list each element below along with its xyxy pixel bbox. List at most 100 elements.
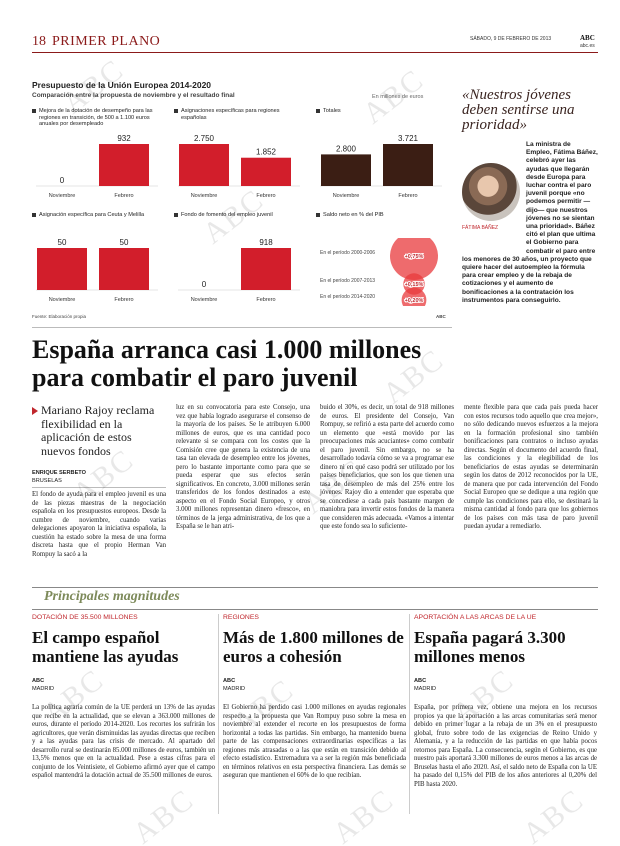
infographic-rule bbox=[32, 327, 452, 328]
value-label: +0,15% bbox=[405, 282, 424, 288]
credit: ABC bbox=[436, 314, 446, 319]
chart-panel: Asignación específica para Ceuta y Melil… bbox=[32, 212, 164, 312]
url: abc.es bbox=[580, 43, 595, 49]
source: Fuente: Elaboración propia bbox=[32, 314, 87, 319]
story-body: La política agraria común de la UE perde… bbox=[32, 704, 215, 779]
sidebar: «Nuestros jóvenes deben sentirse una pri… bbox=[462, 88, 598, 305]
location: BRUSELAS bbox=[32, 478, 62, 484]
chart-panel: Totales 2.800 Noviembre 3.721 Febrero bbox=[316, 108, 448, 208]
chart-title: Totales bbox=[316, 108, 448, 134]
location: MADRID bbox=[32, 686, 55, 692]
chart-title: Asignaciones específicas para regiones e… bbox=[174, 108, 306, 134]
story-headline: España pagará 3.300 millones menos bbox=[414, 628, 566, 666]
bar bbox=[383, 144, 433, 186]
value-label: 3.721 bbox=[398, 134, 419, 143]
category-label: Noviembre bbox=[191, 193, 218, 199]
chart: 0 Noviembre 918 Febrero bbox=[178, 238, 300, 303]
brand: ABC bbox=[580, 34, 595, 42]
watermark: ABC bbox=[326, 782, 401, 846]
value-label: 918 bbox=[259, 238, 273, 247]
section-rule bbox=[32, 587, 598, 588]
watermark: ABC bbox=[516, 782, 591, 846]
column-rule bbox=[218, 614, 219, 814]
chart: 50 Noviembre 50 Febrero bbox=[36, 238, 158, 303]
chart: 2.800 Noviembre 3.721 Febrero bbox=[320, 134, 442, 199]
sidebar-quote: «Nuestros jóvenes deben sentirse una pri… bbox=[462, 87, 575, 133]
story-body: El Gobierno ha perdido casi 1.000 millon… bbox=[223, 704, 406, 779]
infographic: Presupuesto de la Unión Europea 2014-202… bbox=[32, 80, 452, 325]
category-label: Febrero bbox=[398, 193, 417, 199]
story-headline: El campo español mantiene las ayudas bbox=[32, 628, 179, 666]
bar bbox=[99, 248, 149, 290]
location: MADRID bbox=[414, 686, 437, 692]
category-label: Febrero bbox=[114, 193, 133, 199]
infographic-subtitle: Comparación entre la propuesta de noviem… bbox=[32, 92, 235, 99]
category-label: Noviembre bbox=[191, 297, 218, 303]
bar bbox=[321, 154, 371, 186]
chart: En el período 2000-2006 +0,75% En el perío… bbox=[320, 232, 438, 313]
deck-block: Mariano Rajoy reclama flexibilidad en la… bbox=[32, 403, 166, 458]
section-heading: Principales magnitudes bbox=[44, 589, 180, 604]
value-label: +0,75% bbox=[405, 254, 424, 260]
category-label: Noviembre bbox=[333, 193, 360, 199]
article-column: buido el 30%, es decir, un total de 918 … bbox=[320, 404, 454, 530]
sidebar-text: La ministra de Empleo, Fátima Báñez, cel… bbox=[462, 141, 598, 304]
bar bbox=[37, 248, 87, 290]
deck-marker bbox=[32, 407, 38, 415]
kicker: REGIONES bbox=[223, 614, 259, 621]
infographic-title: Presupuesto de la Unión Europea 2014-202… bbox=[32, 80, 212, 90]
watermark: ABC bbox=[126, 782, 201, 846]
bar bbox=[241, 157, 291, 186]
category-label: En el período 2000-2006 bbox=[320, 250, 375, 256]
bar bbox=[179, 144, 229, 186]
category-label: Noviembre bbox=[49, 193, 76, 199]
chart: 0 Noviembre 932 Febrero bbox=[36, 134, 158, 199]
story-headline: Más de 1.800 millones de euros a cohesió… bbox=[223, 628, 404, 666]
chart: 2.750 Noviembre 1.852 Febrero bbox=[178, 134, 300, 199]
category-label: Febrero bbox=[114, 297, 133, 303]
chart-panel: Mejora de la dotación de desempeño para … bbox=[32, 108, 164, 208]
chart-panel: Asignaciones específicas para regiones e… bbox=[174, 108, 306, 208]
date: SÁBADO, 9 DE FEBRERO DE 2013 bbox=[470, 36, 552, 42]
category-label: En el período 2007-2013 bbox=[320, 278, 375, 284]
value-label: 2.750 bbox=[194, 134, 215, 143]
article-column: mente flexible para que cada país pueda … bbox=[464, 404, 598, 530]
bar bbox=[99, 144, 149, 186]
value-label: +0,20% bbox=[405, 298, 424, 304]
deck: Mariano Rajoy reclama flexibilidad en la… bbox=[41, 403, 155, 458]
value-label: 0 bbox=[60, 176, 65, 185]
category-label: En el período 2014-2020 bbox=[320, 294, 375, 300]
value-label: 1.852 bbox=[256, 148, 277, 157]
photo bbox=[462, 163, 520, 221]
section-name: PRIMER PLANO bbox=[52, 34, 161, 49]
chart-title: Fondo de fomento del empleo juvenil bbox=[174, 212, 306, 238]
bubble bbox=[390, 232, 438, 280]
kicker: APORTACIÓN A LAS ARCAS DE LA UE bbox=[414, 614, 537, 621]
chart-panel: Saldo neto en % del PIB En el período 200… bbox=[316, 212, 448, 313]
unit-note: En millones de euros bbox=[372, 94, 424, 100]
story-body: España, por primera vez, obtiene una mej… bbox=[414, 704, 597, 788]
value-label: 50 bbox=[120, 238, 129, 247]
chart-title: Mejora de la dotación de desempeño para … bbox=[32, 108, 164, 134]
category-label: Noviembre bbox=[49, 297, 76, 303]
location: MADRID bbox=[223, 686, 246, 692]
author: ABC bbox=[32, 678, 45, 684]
chart-title: Saldo neto en % del PIB bbox=[316, 212, 448, 238]
bar bbox=[241, 248, 291, 290]
column-rule bbox=[409, 614, 410, 814]
article-column: El fondo de ayuda para el empleo juvenil… bbox=[32, 491, 166, 558]
article-column: luz en su convocatoria para este Consejo… bbox=[176, 404, 310, 530]
chart-panel: Fondo de fomento del empleo juvenil 0 Novi… bbox=[174, 212, 306, 312]
value-label: 0 bbox=[202, 280, 207, 289]
author: ABC bbox=[414, 678, 427, 684]
kicker: DOTACIÓN DE 35.500 MILLONES bbox=[32, 614, 138, 621]
byline-rule bbox=[32, 487, 166, 488]
category-label: Febrero bbox=[256, 193, 275, 199]
header-rule bbox=[32, 52, 598, 53]
headline: España arranca casi 1.000 millones para … bbox=[32, 335, 422, 392]
section-rule bbox=[32, 609, 598, 610]
category-label: Febrero bbox=[256, 297, 275, 303]
value-label: 50 bbox=[58, 238, 67, 247]
photo-block: FÁTIMA BÁÑEZ bbox=[462, 163, 522, 247]
